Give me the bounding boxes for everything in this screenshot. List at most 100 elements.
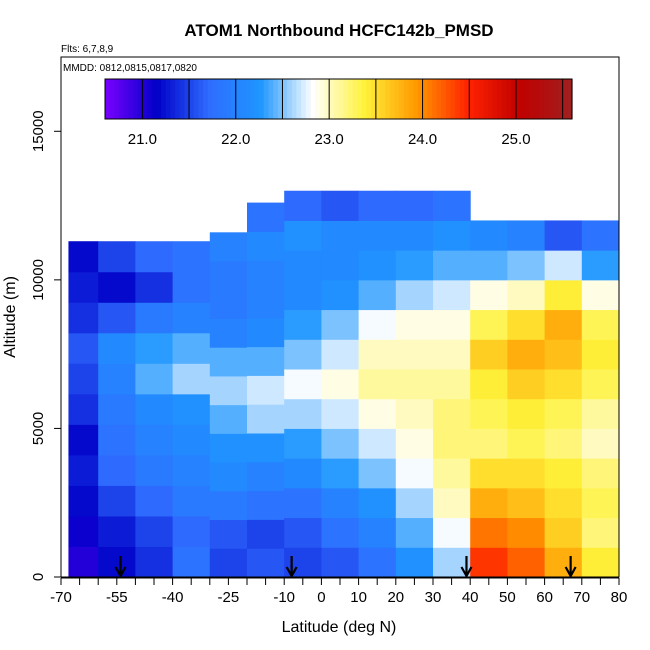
heatmap-cell bbox=[284, 309, 322, 340]
heatmap-cell bbox=[247, 260, 285, 290]
heatmap-cell bbox=[507, 547, 546, 578]
colorbar-swatch bbox=[254, 79, 260, 119]
heatmap-cell bbox=[470, 547, 508, 578]
colorbar-swatch bbox=[343, 79, 349, 119]
heatmap-cell bbox=[358, 339, 397, 370]
heatmap-cell bbox=[581, 517, 620, 548]
heatmap-cell bbox=[358, 220, 397, 251]
heatmap-cell bbox=[284, 369, 322, 400]
heatmap-cell bbox=[135, 332, 174, 364]
heatmap-cell bbox=[507, 487, 546, 519]
heatmap-cell bbox=[470, 309, 508, 340]
colorbar-swatch bbox=[189, 79, 195, 119]
heatmap-cell bbox=[247, 317, 285, 348]
x-tick-label: 50 bbox=[499, 589, 516, 606]
heatmap-cell bbox=[433, 220, 471, 251]
colorbar-swatch bbox=[147, 79, 153, 119]
colorbar-swatch bbox=[562, 79, 568, 119]
heatmap-cell bbox=[507, 458, 546, 489]
heatmap-cell bbox=[507, 339, 546, 370]
heatmap-cell bbox=[433, 250, 471, 281]
colorbar-swatch bbox=[156, 79, 162, 119]
heatmap-cell bbox=[68, 271, 99, 303]
heatmap-cell bbox=[544, 339, 583, 370]
colorbar-swatch bbox=[431, 79, 438, 119]
x-tick-label: 80 bbox=[611, 589, 628, 606]
colorbar-swatch bbox=[515, 79, 522, 119]
heatmap-cell bbox=[68, 485, 99, 517]
heatmap-cell bbox=[68, 241, 99, 273]
colorbar-swatch bbox=[133, 79, 139, 119]
heatmap-cell bbox=[581, 250, 620, 281]
heatmap-cell bbox=[544, 517, 583, 548]
colorbar-swatch bbox=[105, 79, 111, 119]
colorbar-swatch bbox=[394, 79, 400, 119]
heatmap-cell bbox=[581, 369, 620, 400]
heatmap-cell bbox=[247, 289, 285, 319]
heatmap-cell bbox=[209, 375, 248, 406]
heatmap-cell bbox=[395, 369, 434, 400]
colorbar-swatch bbox=[184, 79, 190, 119]
colorbar-swatch bbox=[221, 79, 228, 119]
colorbar-swatch bbox=[235, 79, 242, 119]
heatmap-cell bbox=[544, 279, 583, 311]
heatmap-cell bbox=[507, 220, 546, 251]
heatmap-cell bbox=[470, 250, 508, 281]
heatmap-cell bbox=[470, 487, 508, 519]
heatmap-cell bbox=[247, 548, 285, 578]
colorbar-swatch bbox=[553, 79, 559, 119]
colorbar-swatch bbox=[263, 79, 270, 119]
heatmap-cell bbox=[358, 428, 397, 459]
heatmap-cell bbox=[433, 458, 471, 489]
heatmap-cell bbox=[98, 271, 136, 303]
colorbar-swatch bbox=[389, 79, 396, 119]
heatmap-cell bbox=[358, 190, 397, 221]
colorbar-swatch bbox=[259, 79, 265, 119]
heatmap-cell bbox=[395, 279, 434, 311]
heatmap-cell bbox=[581, 339, 620, 370]
heatmap-cell bbox=[209, 490, 248, 521]
colorbar-swatch bbox=[459, 79, 466, 119]
heatmap-cell bbox=[358, 458, 397, 489]
y-tick-label: 0 bbox=[30, 573, 47, 581]
x-tick-label: -25 bbox=[218, 589, 240, 606]
x-tick-label: 40 bbox=[462, 589, 479, 606]
heatmap-cell bbox=[321, 547, 360, 578]
heatmap-cell bbox=[172, 241, 211, 273]
heatmap-cell bbox=[135, 454, 174, 486]
heatmap-cell bbox=[284, 220, 322, 251]
x-tick-label: 70 bbox=[573, 589, 590, 606]
colorbar-swatch bbox=[305, 79, 312, 119]
colorbar-swatch bbox=[249, 79, 256, 119]
colorbar-swatch bbox=[483, 79, 489, 119]
heatmap-cell bbox=[247, 375, 285, 405]
heatmap-cell bbox=[581, 220, 620, 251]
plot-frame bbox=[60, 56, 620, 578]
heatmap-cell bbox=[581, 398, 620, 429]
colorbar-swatch bbox=[128, 79, 134, 119]
heatmap-cell bbox=[358, 309, 397, 340]
heatmap-cell bbox=[172, 485, 211, 517]
colorbar-swatch bbox=[417, 79, 424, 119]
colorbar-swatch bbox=[151, 79, 157, 119]
heatmap-cell bbox=[284, 279, 322, 311]
colorbar-swatch bbox=[301, 79, 307, 119]
colorbar-swatch bbox=[385, 79, 391, 119]
heatmap-cell bbox=[172, 424, 211, 456]
heatmap-cell bbox=[172, 271, 211, 303]
heatmap-cell bbox=[470, 339, 508, 370]
heatmap-cell bbox=[247, 490, 285, 520]
heatmap-cell bbox=[98, 546, 136, 578]
heatmap-cell bbox=[507, 309, 546, 340]
y-tick-label: 15000 bbox=[30, 110, 47, 152]
y-tick-label: 10000 bbox=[30, 259, 47, 301]
heatmap-cell bbox=[358, 279, 397, 311]
colorbar-swatch bbox=[366, 79, 372, 119]
heatmap-cell bbox=[172, 393, 211, 425]
colorbar-swatch bbox=[170, 79, 176, 119]
heatmap-cell bbox=[68, 302, 99, 334]
heatmap-cell bbox=[135, 271, 174, 303]
colorbar-swatch bbox=[422, 79, 428, 119]
heatmap-cell bbox=[581, 279, 620, 311]
